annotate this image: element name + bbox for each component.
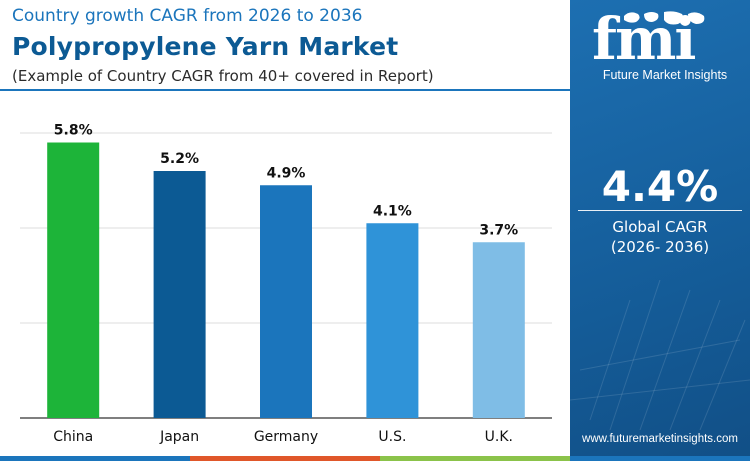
- bar-chart: 5.8% China 5.2% Japan 4.9% Germany 4.1% U.S. 3.7…: [20, 123, 552, 445]
- bar-value-label: 5.8%: [54, 123, 93, 139]
- bar-uk: [472, 242, 525, 418]
- chart-supertitle: Country growth CAGR from 2026 to 2036: [12, 6, 363, 26]
- website-link[interactable]: www.futuremarketinsights.com: [582, 433, 738, 445]
- fmi-logo: fmi Future Market Insights: [590, 8, 740, 88]
- x-tick-label: U.K.: [485, 429, 513, 445]
- global-cagr-value: 4.4%: [601, 162, 719, 211]
- x-tick-label: China: [53, 429, 93, 445]
- x-tick-label: Germany: [254, 429, 318, 445]
- bar-value-label: 4.9%: [267, 165, 306, 181]
- bar-value-label: 5.2%: [160, 151, 199, 167]
- logo-wordmark: fmi: [592, 5, 696, 73]
- chart-panel: Country growth CAGR from 2026 to 2036 Po…: [0, 6, 570, 445]
- logo-caption: Future Market Insights: [602, 68, 728, 82]
- chart-subtitle: (Example of Country CAGR from 40+ covere…: [12, 67, 434, 85]
- bar-value-label: 3.7%: [479, 222, 518, 238]
- global-cagr-label: Global CAGR: [612, 218, 708, 236]
- header-divider: [0, 89, 570, 91]
- chart-title: Polypropylene Yarn Market: [12, 32, 399, 61]
- kpi-divider: [578, 210, 742, 211]
- decorative-pattern: [570, 280, 750, 430]
- x-tick-label: U.S.: [378, 429, 406, 445]
- x-tick-label: Japan: [159, 429, 199, 445]
- bar-germany: [260, 185, 312, 418]
- global-cagr-period: (2026- 2036): [610, 238, 710, 256]
- bar-japan: [153, 171, 206, 418]
- bottom-color-stripe: [0, 456, 750, 461]
- bar-china: [47, 142, 100, 418]
- world-map-icon: [624, 11, 705, 25]
- bar-us: [366, 223, 419, 418]
- bar-value-label: 4.1%: [373, 203, 412, 219]
- summary-sidebar: fmi Future Market Insights 4.4% Global C…: [570, 0, 750, 461]
